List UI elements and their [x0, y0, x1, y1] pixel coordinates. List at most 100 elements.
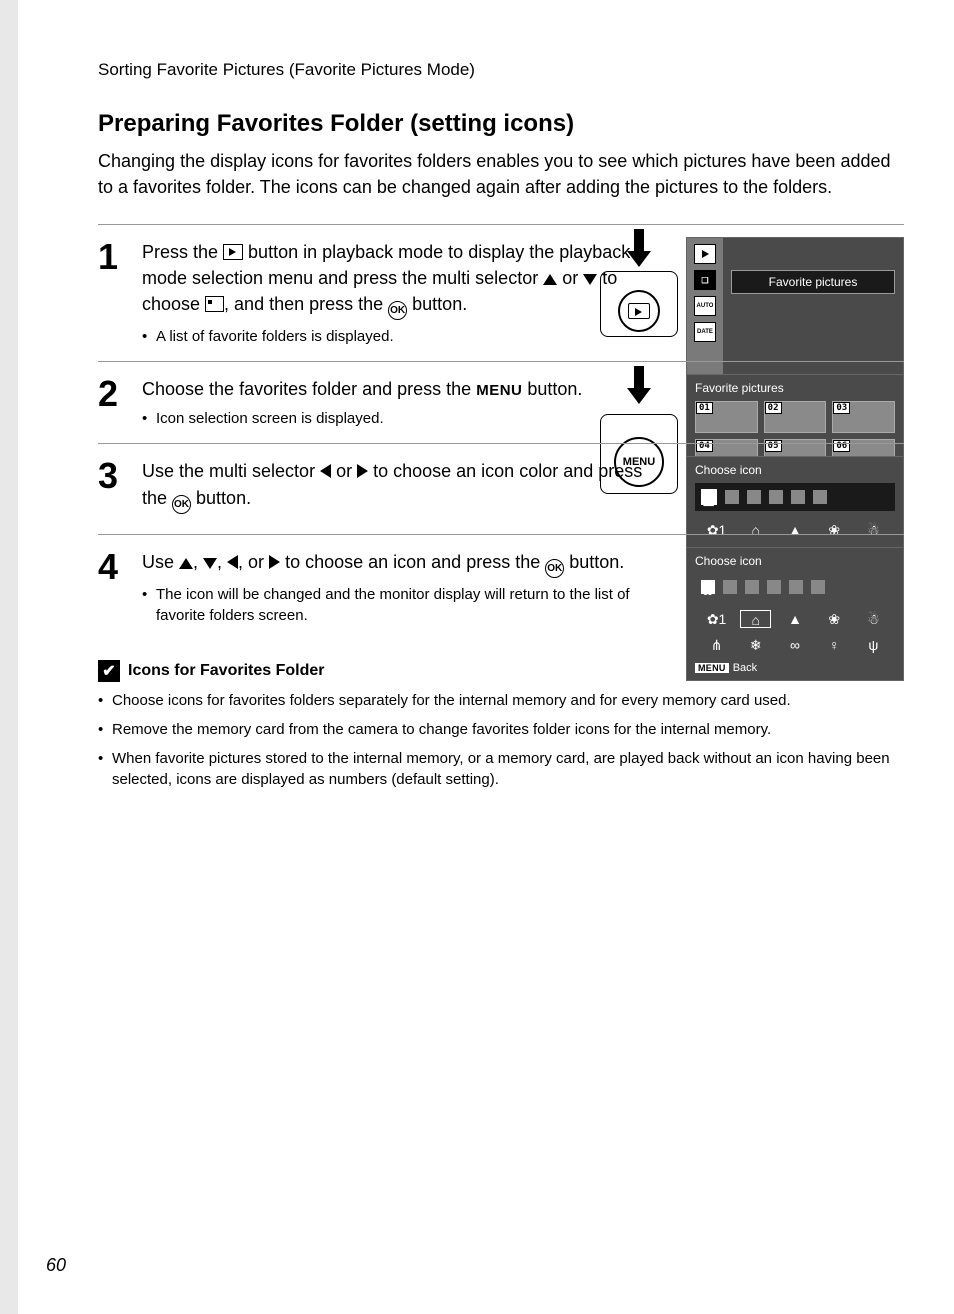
step-1-bullet: A list of favorite folders is displayed.	[142, 326, 644, 347]
icon-cell-selected: ⌂	[740, 610, 771, 628]
camera-dial	[618, 290, 660, 332]
menu-item-icon: AUTO	[694, 296, 716, 316]
color-swatch	[747, 490, 761, 504]
page-title: Preparing Favorites Folder (setting icon…	[98, 110, 904, 138]
ok-button-icon: OK	[388, 301, 407, 320]
folder-item: 03	[832, 401, 895, 433]
color-swatch	[789, 580, 803, 594]
color-swatch	[723, 580, 737, 594]
check-badge-icon: ✔	[98, 660, 120, 682]
txt: Choose the favorites folder and press th…	[142, 379, 476, 399]
screen-title: Favorite pictures	[695, 381, 895, 395]
step-4-bullet: The icon will be changed and the monitor…	[142, 584, 664, 626]
step-2: 2 Choose the favorites folder and press …	[98, 361, 904, 443]
color-swatch: ✿	[701, 580, 715, 594]
right-icon	[269, 555, 280, 569]
footer-text: Back	[733, 662, 757, 674]
color-swatch	[813, 490, 827, 504]
txt: Use	[142, 552, 179, 572]
step-3-number: 3	[98, 458, 142, 519]
txt: , or	[238, 552, 269, 572]
screen-footer: MENU Back	[695, 662, 895, 674]
screen-title: Choose icon	[695, 463, 895, 477]
screen-choose-icon: Choose icon ✿ ✿1 ⌂ ▲ ❀ ☃ ⋔ ❄	[686, 547, 904, 681]
note-title: Icons for Favorites Folder	[128, 662, 324, 680]
step-2-number: 2	[98, 376, 142, 429]
icon-cell: ❄	[740, 636, 771, 654]
color-swatch	[725, 490, 739, 504]
menu-item-icon	[694, 244, 716, 264]
intro-text: Changing the display icons for favorites…	[98, 148, 904, 200]
step-4-number: 4	[98, 549, 142, 626]
txt: button.	[564, 552, 624, 572]
right-icon	[357, 464, 368, 478]
color-swatch	[791, 490, 805, 504]
folder-item: 01	[695, 401, 758, 433]
screen-title: Choose icon	[695, 554, 895, 568]
folder-num: 03	[833, 402, 850, 414]
step-1-text: Press the button in playback mode to dis…	[142, 239, 644, 320]
icon-cell: ❀	[819, 610, 850, 628]
icon-cell: ♀	[819, 636, 850, 654]
icon-cell: ∞	[779, 636, 810, 654]
note-bullet-2: Remove the memory card from the camera t…	[98, 719, 904, 740]
icon-cell: ☃	[858, 610, 889, 628]
color-swatch	[769, 490, 783, 504]
txt: or	[557, 268, 583, 288]
step-3: 3 Use the multi selector or to choose an…	[98, 443, 904, 533]
txt: button.	[407, 294, 467, 314]
folder-num: 02	[765, 402, 782, 414]
icon-cell: ✿1	[701, 610, 732, 628]
down-arrow-icon	[625, 366, 653, 406]
txt: ,	[193, 552, 203, 572]
icon-grid: ✿1 ⌂ ▲ ❀ ☃ ⋔ ❄ ∞ ♀ ψ	[695, 606, 895, 662]
down-icon	[583, 274, 597, 285]
menu-badge: MENU	[695, 663, 729, 673]
playback-icon	[223, 244, 243, 260]
favorites-badge-icon	[205, 296, 224, 312]
page: Sorting Favorite Pictures (Favorite Pict…	[18, 0, 954, 1314]
txt: or	[331, 461, 357, 481]
note-bullet-3: When favorite pictures stored to the int…	[98, 748, 904, 790]
folder-num: 01	[696, 402, 713, 414]
icon-cell: ⋔	[701, 636, 732, 654]
step-3-text: Use the multi selector or to choose an i…	[142, 458, 664, 513]
step-1: 1 Press the button in playback mode to d…	[98, 224, 904, 361]
down-icon	[203, 558, 217, 569]
step-4-text: Use , , , or to choose an icon and press…	[142, 549, 664, 578]
up-icon	[179, 558, 193, 569]
color-swatch-selected: ◼	[701, 489, 717, 505]
left-icon	[320, 464, 331, 478]
menu-strip: ❏ AUTO DATE	[687, 238, 723, 376]
ok-button-icon: OK	[545, 559, 564, 578]
txt: to choose an icon and press the	[280, 552, 545, 572]
page-number: 60	[46, 1255, 66, 1276]
section-header: Sorting Favorite Pictures (Favorite Pict…	[98, 60, 904, 80]
txt: Press the	[142, 242, 223, 262]
txt: button.	[191, 488, 251, 508]
menu-text-icon: MENU	[476, 382, 522, 399]
icon-cell: ψ	[858, 636, 889, 654]
folder-item: 02	[764, 401, 827, 433]
screen-playback-menu: ❏ AUTO DATE Favorite pictures	[686, 237, 904, 377]
menu-item-icon-selected: ❏	[694, 270, 716, 290]
color-row: ◼	[695, 483, 895, 511]
note-bullet-1: Choose icons for favorites folders separ…	[98, 690, 904, 711]
up-icon	[543, 274, 557, 285]
step-1-number: 1	[98, 239, 142, 347]
step-1-diagram: ❏ AUTO DATE Favorite pictures	[600, 237, 904, 377]
left-icon	[227, 555, 238, 569]
step-4: 4 Use , , , or to choose an icon and pre…	[98, 534, 904, 640]
down-arrow-icon	[625, 229, 653, 269]
playback-dial-icon	[628, 303, 650, 319]
camera-illustration	[600, 271, 678, 337]
step-2-text: Choose the favorites folder and press th…	[142, 376, 644, 402]
txt: button.	[522, 379, 582, 399]
color-swatch	[767, 580, 781, 594]
txt: Use the multi selector	[142, 461, 320, 481]
txt: , and then press the	[224, 294, 388, 314]
step-4-diagram: Choose icon ✿ ✿1 ⌂ ▲ ❀ ☃ ⋔ ❄	[678, 547, 904, 681]
color-swatch	[811, 580, 825, 594]
favorite-pictures-label: Favorite pictures	[731, 270, 895, 294]
txt: ,	[217, 552, 227, 572]
